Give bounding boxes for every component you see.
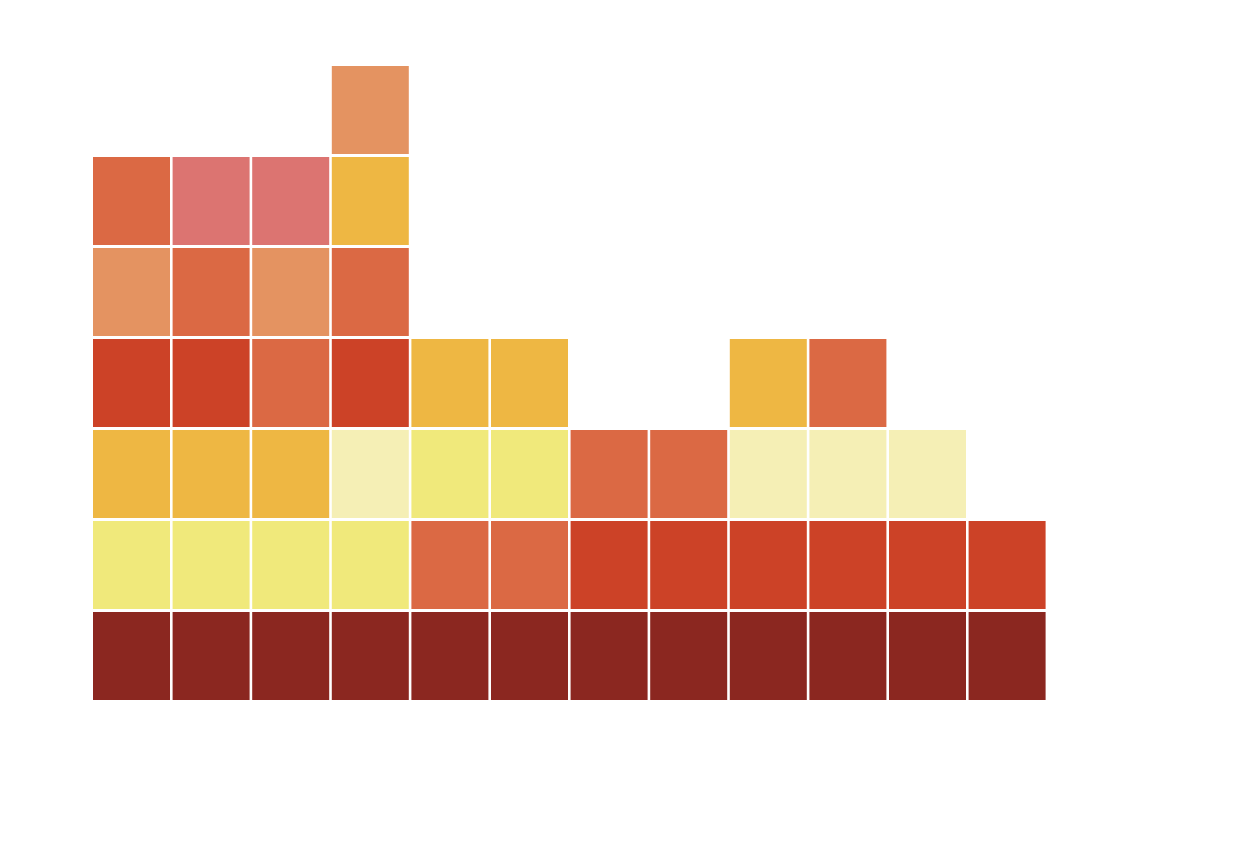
waffle-cell-col2-row4-red — [172, 339, 250, 427]
waffle-cell-col8-row1-dark-red — [650, 612, 728, 700]
waffle-cell-col3-row5-salmon — [252, 248, 330, 336]
waffle-cell-col5-row2-orange-red — [411, 521, 489, 609]
waffle-cell-col10-row1-dark-red — [809, 612, 887, 700]
waffle-cell-col6-row3-yellow — [491, 430, 568, 518]
waffle-cell-col2-row2-yellow — [172, 521, 250, 609]
waffle-cell-col5-row4-amber — [411, 339, 489, 427]
waffle-cell-col5-row1-dark-red — [411, 612, 489, 700]
waffle-cell-col1-row6-orange-red — [93, 157, 170, 245]
waffle-cell-col12-row2-red — [968, 521, 1046, 609]
waffle-cell-col2-row6-pink — [172, 157, 250, 245]
waffle-cell-col3-row3-amber — [252, 430, 330, 518]
waffle-cell-col8-row3-orange-red — [650, 430, 728, 518]
waffle-cell-col1-row1-dark-red — [93, 612, 170, 700]
waffle-cell-col8-row2-red — [650, 521, 728, 609]
waffle-cell-col9-row2-red — [729, 521, 807, 609]
waffle-cell-col3-row1-dark-red — [252, 612, 330, 700]
waffle-cell-col11-row3-cream — [889, 430, 966, 518]
waffle-cell-col4-row2-yellow — [331, 521, 409, 609]
waffle-cell-col1-row4-red — [93, 339, 170, 427]
waffle-cell-col2-row1-dark-red — [172, 612, 250, 700]
waffle-cell-col9-row3-cream — [729, 430, 807, 518]
waffle-cell-col6-row1-dark-red — [491, 612, 568, 700]
waffle-cell-col9-row4-amber — [729, 339, 807, 427]
waffle-cell-col7-row2-red — [570, 521, 648, 609]
waffle-cell-col4-row5-orange-red — [331, 248, 409, 336]
waffle-cell-col5-row3-yellow — [411, 430, 489, 518]
waffle-cell-col3-row2-yellow — [252, 521, 330, 609]
waffle-cell-col2-row3-amber — [172, 430, 250, 518]
waffle-cell-col9-row1-dark-red — [729, 612, 807, 700]
waffle-cell-col3-row6-pink — [252, 157, 330, 245]
waffle-cell-col6-row4-amber — [491, 339, 568, 427]
waffle-cell-col4-row6-amber — [331, 157, 409, 245]
waffle-cell-col4-row4-red — [331, 339, 409, 427]
waffle-cell-col7-row3-orange-red — [570, 430, 648, 518]
waffle-cell-col7-row1-dark-red — [570, 612, 648, 700]
waffle-cell-col1-row5-salmon — [93, 248, 170, 336]
waffle-cell-col12-row1-dark-red — [968, 612, 1046, 700]
waffle-cell-col11-row1-dark-red — [889, 612, 966, 700]
waffle-cell-col10-row3-cream — [809, 430, 887, 518]
waffle-cell-col4-row3-cream — [331, 430, 409, 518]
waffle-cell-col4-row1-dark-red — [331, 612, 409, 700]
waffle-cell-col1-row2-yellow — [93, 521, 170, 609]
waffle-cell-col11-row2-red — [889, 521, 966, 609]
waffle-cell-col10-row2-red — [809, 521, 887, 609]
waffle-cell-col1-row3-amber — [93, 430, 170, 518]
waffle-cell-col4-row7-salmon — [331, 66, 409, 154]
waffle-cell-col3-row4-orange-red — [252, 339, 330, 427]
waffle-cell-col10-row4-orange-red — [809, 339, 887, 427]
waffle-cell-col2-row5-orange-red — [172, 248, 250, 336]
waffle-cell-col6-row2-orange-red — [491, 521, 568, 609]
waffle-cells — [93, 66, 1046, 700]
